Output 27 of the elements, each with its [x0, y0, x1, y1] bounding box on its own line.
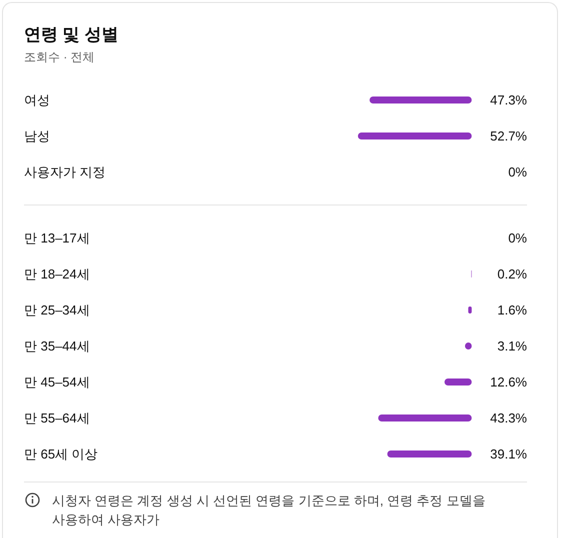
data-label: 39.1%: [490, 446, 528, 462]
y-tick-label: 여성: [24, 92, 50, 108]
y-tick-label: 만 13–17세: [24, 230, 90, 246]
data-label: 52.7%: [490, 128, 528, 144]
y-tick-label: 만 55–64세: [24, 410, 90, 426]
data-label: 0.2%: [497, 266, 528, 282]
y-tick-label: 만 18–24세: [24, 266, 90, 282]
text: 조회수 · 전체: [24, 50, 95, 64]
y-tick-label: 만 65세 이상: [24, 446, 98, 462]
bar: [387, 450, 472, 458]
y-tick-label: 만 25–34세: [24, 302, 90, 318]
data-label: 43.3%: [490, 410, 528, 426]
data-label: 1.6%: [497, 302, 528, 318]
text: 시청자 연령은 계정 생성 시 선언된 연령을 기준으로 하며, 연령 추정 모델을 사용하여 사용자가: [52, 493, 486, 527]
y-tick-label: 사용자가 지정: [24, 164, 106, 180]
data-label: 0%: [508, 230, 528, 246]
bar: [468, 306, 472, 314]
y-tick-label: 만 35–44세: [24, 338, 90, 354]
text: 연령 및 성별: [24, 25, 118, 44]
data-label: 47.3%: [490, 92, 528, 108]
y-tick-label: 만 45–54세: [24, 374, 90, 390]
data-label: 3.1%: [497, 338, 528, 354]
bar: [378, 414, 472, 422]
data-label: 0%: [508, 164, 528, 180]
y-tick-label: 남성: [24, 128, 50, 144]
data-label: 12.6%: [490, 374, 528, 390]
bar: [444, 378, 472, 386]
